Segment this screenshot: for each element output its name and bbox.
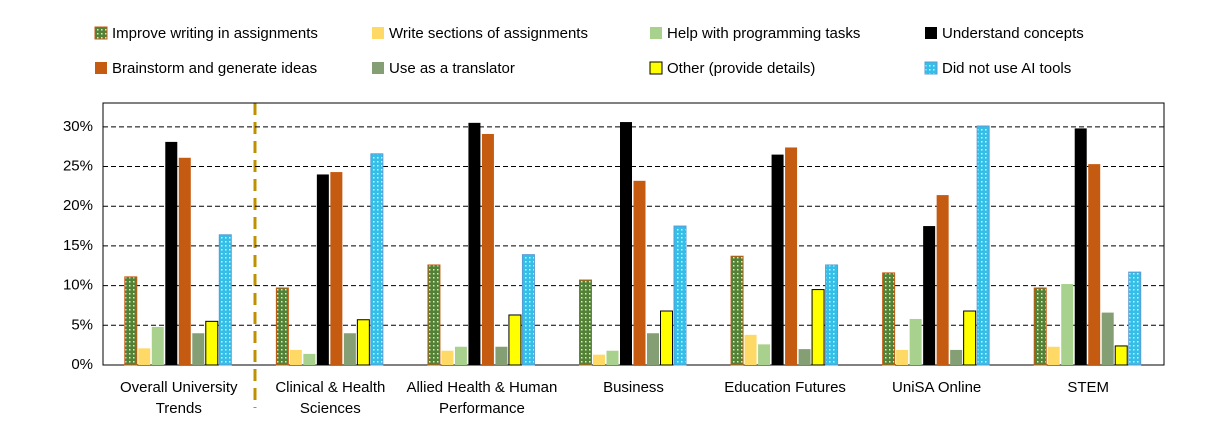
x-tick-label: Education Futures (724, 379, 846, 396)
bar (178, 157, 191, 365)
y-tick-label: 20% (63, 197, 93, 214)
bar (673, 225, 687, 366)
bar (606, 350, 619, 365)
x-tick-label: STEM (1067, 379, 1110, 396)
legend-label: Help with programming tasks (667, 25, 860, 42)
x-tick-label: Overall University Trends (120, 379, 238, 417)
x-tick-label: Allied Health & Human Performance (406, 379, 558, 417)
bar (356, 319, 370, 366)
bar (124, 276, 138, 366)
bar (825, 264, 839, 366)
bar (370, 153, 384, 366)
legend-swatch (925, 27, 937, 39)
bar (343, 333, 356, 365)
y-tick-label: 5% (71, 316, 93, 333)
bar (785, 147, 798, 365)
bar (730, 255, 744, 366)
bar (1033, 287, 1047, 366)
legend-swatch (95, 62, 107, 74)
bar (950, 349, 963, 365)
legend-label: Understand concepts (942, 25, 1084, 42)
bar (205, 320, 219, 366)
bar (151, 326, 164, 365)
bar (1128, 271, 1142, 366)
legend-swatch (94, 26, 108, 40)
bar (633, 180, 646, 365)
legend-swatch (372, 27, 384, 39)
legend-swatch (650, 27, 662, 39)
bar (330, 172, 343, 365)
y-tick-label: 30% (63, 118, 93, 135)
legend-swatch (372, 62, 384, 74)
bar (1101, 312, 1114, 365)
bar (1088, 164, 1101, 365)
bar (896, 349, 909, 365)
bar (165, 141, 178, 365)
bar (660, 310, 673, 366)
x-tick-label: Clinical & Health Sciences (275, 379, 386, 417)
bar (758, 344, 771, 365)
x-tick-label: UniSA Online (892, 379, 982, 396)
bar (579, 279, 592, 366)
legend-label: Improve writing in assignments (112, 25, 318, 42)
bar (936, 195, 949, 365)
bar (138, 348, 151, 365)
bar (303, 353, 316, 365)
bar (909, 318, 922, 365)
bar (963, 310, 977, 366)
bar (620, 122, 632, 366)
legend-label: Did not use AI tools (942, 60, 1071, 77)
bar (316, 174, 329, 365)
bar (468, 122, 481, 366)
legend-swatch (924, 61, 938, 75)
x-tick-label: Business (603, 379, 664, 396)
bar (1114, 345, 1128, 366)
legend-label: Use as a translator (389, 60, 515, 77)
bar (454, 346, 467, 365)
bar (1061, 284, 1074, 365)
bar (976, 125, 990, 366)
bar (1074, 128, 1087, 365)
y-tick-label: 10% (63, 277, 93, 294)
bar (218, 234, 232, 366)
legend-swatch (649, 61, 663, 75)
bar (289, 349, 302, 365)
bar (495, 346, 508, 365)
legend-label: Write sections of assignments (389, 25, 588, 42)
bar (508, 314, 522, 366)
bar (521, 254, 535, 366)
bar (427, 264, 441, 366)
bar (481, 133, 494, 365)
bar (1047, 346, 1060, 365)
bar (882, 272, 896, 366)
bar (771, 154, 784, 365)
bar (647, 333, 659, 365)
bar (192, 333, 205, 365)
bar (811, 289, 825, 366)
bar (798, 349, 811, 365)
bar (441, 350, 454, 365)
y-tick-label: 25% (63, 157, 93, 174)
bar (275, 287, 289, 366)
bar (744, 334, 757, 365)
y-tick-label: 0% (71, 356, 93, 373)
bar (593, 354, 605, 365)
y-tick-label: 15% (63, 237, 93, 254)
bar (923, 226, 936, 365)
legend-label: Other (provide details) (667, 60, 815, 77)
legend-label: Brainstorm and generate ideas (112, 60, 317, 77)
